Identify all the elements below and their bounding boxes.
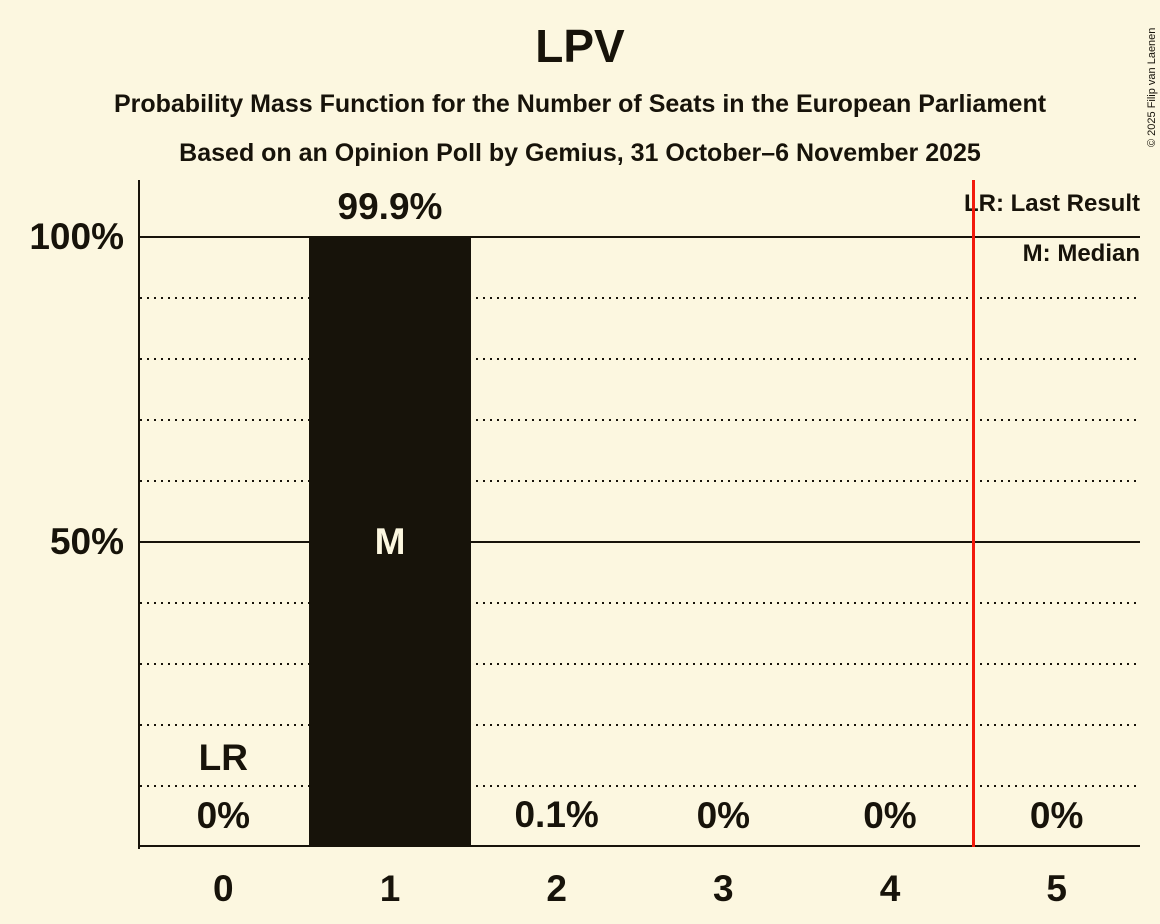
x-tick-label: 5 [1046,868,1067,909]
bar-value-label: 0.1% [514,794,599,836]
gridline-dotted [140,785,1140,787]
x-tick-label: 2 [546,868,567,909]
legend-median: M: Median [1022,240,1140,267]
x-tick-label: 4 [879,868,901,909]
x-tick-label: 1 [379,868,401,909]
gridline-dotted [140,602,1140,604]
last-result-marker: LR [198,737,248,778]
bar-value-label: 0% [1029,795,1084,836]
gridline-dotted [140,419,1140,421]
median-marker: M [374,521,406,563]
gridline-dotted [140,663,1140,665]
bar-value-label: 0% [863,795,917,836]
copyright-notice: © 2025 Filip van Laenen [1146,27,1158,147]
y-tick-label: 50% [49,521,124,562]
gridline-dotted [140,297,1140,299]
gridline-dotted [140,724,1140,726]
x-axis [138,845,1140,847]
chart-subtitle: Probability Mass Function for the Number… [113,90,1047,118]
red-threshold-line [971,180,975,847]
gridline-dotted [140,480,1140,482]
x-tick-label: 3 [713,868,734,909]
gridline-dotted [140,358,1140,360]
x-tick-label: 0 [213,868,234,909]
legend-last-result: LR: Last Result [963,190,1140,217]
chart-poll-source: Based on an Opinion Poll by Gemius, 31 O… [179,139,981,167]
chart-title: LPV [535,20,625,72]
bar-value-label: 99.9% [337,185,443,227]
y-axis [138,180,140,849]
bar-value-label: 0% [196,795,251,836]
gridline-solid [140,236,1140,238]
gridline-solid [140,541,1140,543]
y-tick-label: 100% [29,216,124,257]
bar-seats-1 [309,237,471,847]
bar-seats-2 [475,846,638,847]
bar-value-label: 0% [696,795,751,836]
